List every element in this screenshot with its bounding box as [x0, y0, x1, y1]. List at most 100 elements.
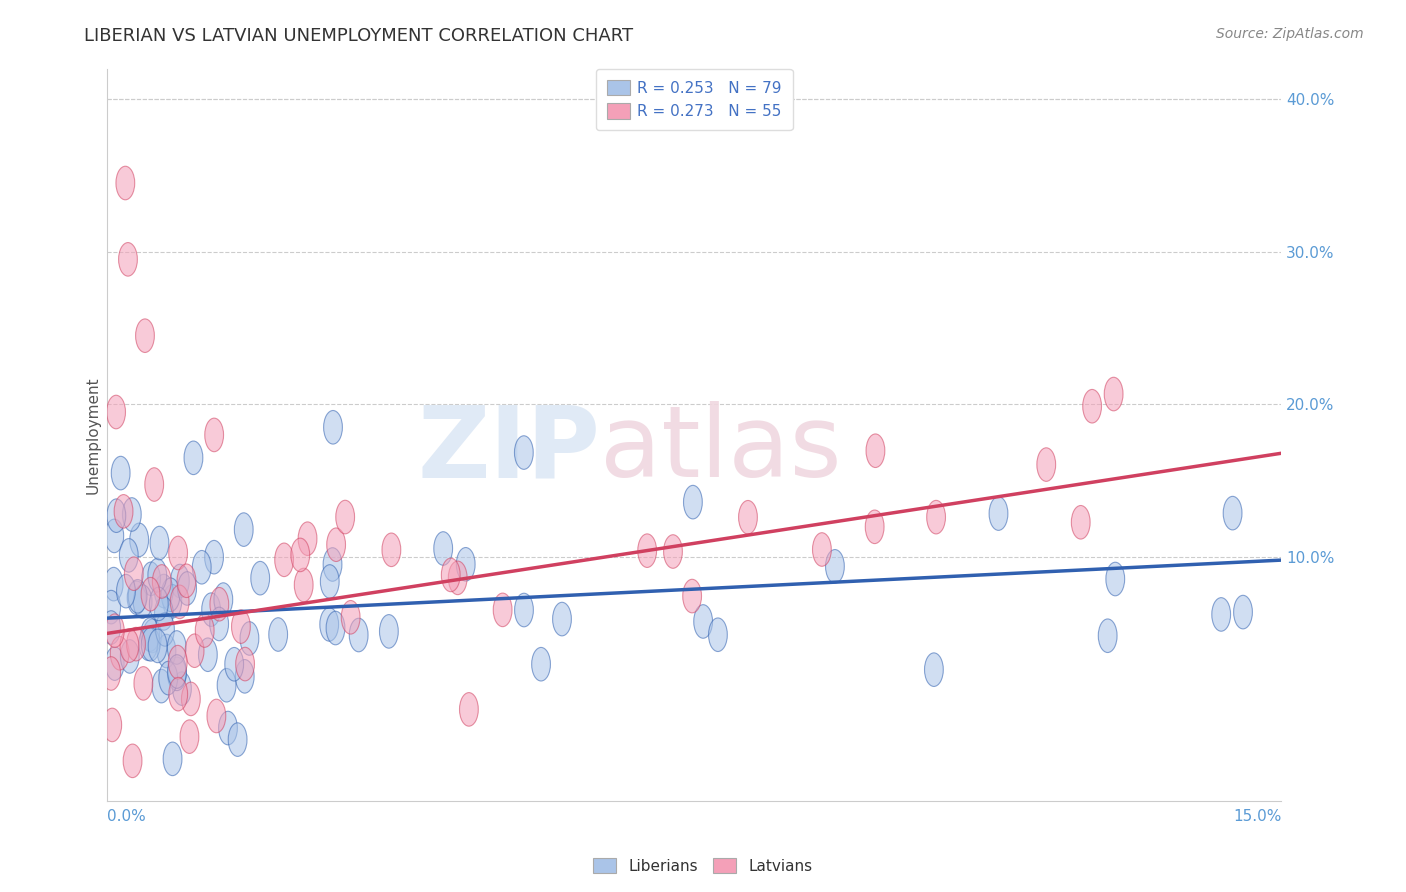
Ellipse shape: [107, 395, 125, 429]
Ellipse shape: [120, 629, 139, 663]
Ellipse shape: [294, 568, 314, 602]
Ellipse shape: [155, 574, 173, 607]
Ellipse shape: [150, 526, 169, 560]
Ellipse shape: [813, 533, 831, 566]
Ellipse shape: [195, 614, 214, 648]
Ellipse shape: [269, 618, 288, 651]
Text: atlas: atlas: [600, 401, 842, 498]
Ellipse shape: [380, 615, 398, 648]
Ellipse shape: [107, 499, 125, 533]
Ellipse shape: [114, 494, 134, 528]
Ellipse shape: [177, 572, 197, 606]
Ellipse shape: [382, 533, 401, 566]
Ellipse shape: [441, 558, 460, 591]
Ellipse shape: [209, 588, 229, 621]
Ellipse shape: [181, 682, 200, 715]
Ellipse shape: [515, 593, 533, 627]
Ellipse shape: [169, 536, 187, 570]
Ellipse shape: [124, 744, 142, 778]
Ellipse shape: [142, 562, 160, 596]
Legend: R = 0.253   N = 79, R = 0.273   N = 55: R = 0.253 N = 79, R = 0.273 N = 55: [596, 69, 793, 130]
Ellipse shape: [232, 610, 250, 643]
Ellipse shape: [135, 319, 155, 352]
Ellipse shape: [1233, 595, 1253, 629]
Ellipse shape: [207, 699, 226, 732]
Ellipse shape: [925, 653, 943, 687]
Ellipse shape: [1104, 377, 1123, 411]
Ellipse shape: [1223, 496, 1241, 530]
Ellipse shape: [143, 619, 162, 653]
Ellipse shape: [738, 500, 758, 534]
Ellipse shape: [139, 627, 157, 661]
Ellipse shape: [103, 708, 122, 742]
Ellipse shape: [163, 584, 181, 618]
Ellipse shape: [349, 618, 368, 652]
Ellipse shape: [111, 457, 131, 490]
Ellipse shape: [683, 579, 702, 613]
Ellipse shape: [101, 657, 121, 690]
Ellipse shape: [129, 523, 149, 557]
Ellipse shape: [170, 585, 188, 619]
Ellipse shape: [250, 561, 270, 595]
Ellipse shape: [105, 519, 124, 553]
Ellipse shape: [326, 528, 346, 561]
Ellipse shape: [664, 534, 682, 568]
Text: 0.0%: 0.0%: [107, 809, 146, 824]
Ellipse shape: [118, 243, 138, 277]
Text: Source: ZipAtlas.com: Source: ZipAtlas.com: [1216, 27, 1364, 41]
Ellipse shape: [321, 565, 339, 599]
Y-axis label: Unemployment: Unemployment: [86, 376, 100, 494]
Ellipse shape: [1083, 390, 1101, 423]
Ellipse shape: [186, 634, 204, 667]
Ellipse shape: [434, 532, 453, 566]
Ellipse shape: [236, 648, 254, 681]
Ellipse shape: [142, 628, 160, 661]
Ellipse shape: [205, 418, 224, 451]
Ellipse shape: [240, 622, 259, 656]
Ellipse shape: [494, 593, 512, 627]
Ellipse shape: [124, 557, 143, 591]
Ellipse shape: [274, 543, 294, 576]
Ellipse shape: [104, 567, 124, 601]
Ellipse shape: [531, 648, 550, 681]
Ellipse shape: [121, 640, 139, 673]
Ellipse shape: [457, 548, 475, 581]
Ellipse shape: [173, 672, 191, 706]
Ellipse shape: [449, 561, 467, 595]
Ellipse shape: [117, 574, 135, 608]
Ellipse shape: [141, 618, 159, 651]
Ellipse shape: [145, 467, 163, 501]
Ellipse shape: [169, 645, 187, 679]
Ellipse shape: [148, 629, 167, 663]
Text: 15.0%: 15.0%: [1233, 809, 1281, 824]
Ellipse shape: [148, 558, 167, 592]
Ellipse shape: [638, 534, 657, 567]
Ellipse shape: [184, 441, 202, 475]
Ellipse shape: [866, 434, 884, 467]
Ellipse shape: [214, 582, 233, 616]
Ellipse shape: [201, 593, 221, 626]
Ellipse shape: [163, 742, 181, 776]
Ellipse shape: [169, 677, 187, 711]
Ellipse shape: [323, 548, 342, 582]
Ellipse shape: [155, 597, 173, 630]
Ellipse shape: [865, 510, 884, 543]
Ellipse shape: [515, 436, 533, 469]
Ellipse shape: [342, 600, 360, 634]
Ellipse shape: [134, 666, 153, 700]
Ellipse shape: [180, 720, 198, 754]
Ellipse shape: [193, 550, 211, 584]
Ellipse shape: [291, 538, 309, 572]
Ellipse shape: [127, 627, 145, 661]
Ellipse shape: [1036, 448, 1056, 482]
Ellipse shape: [122, 498, 141, 532]
Text: LIBERIAN VS LATVIAN UNEMPLOYMENT CORRELATION CHART: LIBERIAN VS LATVIAN UNEMPLOYMENT CORRELA…: [84, 27, 634, 45]
Ellipse shape: [162, 578, 180, 612]
Ellipse shape: [157, 634, 176, 668]
Ellipse shape: [152, 565, 172, 599]
Ellipse shape: [218, 711, 238, 745]
Text: ZIP: ZIP: [418, 401, 600, 498]
Ellipse shape: [209, 607, 229, 640]
Ellipse shape: [988, 497, 1008, 531]
Ellipse shape: [709, 618, 727, 651]
